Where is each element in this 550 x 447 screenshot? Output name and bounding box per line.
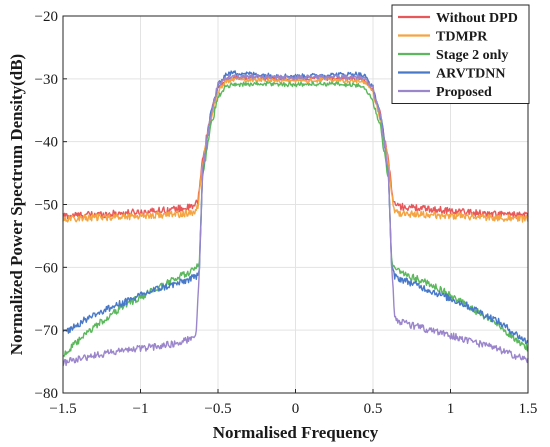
x-tick-label: −0.5 [204,401,231,417]
series-line-4 [62,70,529,345]
series-line-3 [62,81,529,357]
series-line-2 [62,77,529,223]
legend-entry-label: Without DPD [436,11,518,26]
legend-entry-label: Proposed [436,85,492,100]
x-tick-label: −1.5 [49,401,76,417]
y-tick-label: −40 [35,135,58,151]
series-line-5 [62,73,529,367]
series-lines [62,70,529,367]
y-tick-label: −30 [35,72,58,88]
legend-entry-label: Stage 2 only [436,48,508,63]
x-tick-label: −1 [133,401,149,417]
x-tick-label: 0 [292,401,300,417]
legend-entry-label: ARVTDNN [436,67,506,82]
y-tick-label: −60 [35,260,58,276]
x-axis-ticks: −1.5 −1 −0.5 0 0.5 1 1.5 [49,389,537,417]
y-tick-label: −20 [35,9,58,25]
y-tick-label: −50 [35,198,58,214]
legend-entry-label: TDMPR [436,30,488,45]
y-axis-ticks: −80 −70 −60 −50 −40 −30 −20 [35,9,67,402]
x-tick-label: 1 [447,401,455,417]
y-axis-label: Normalized Power Spectrum Density(dB) [7,54,26,355]
legend: Without DPD TDMPR Stage 2 only ARVTDNN Propo… [391,4,530,104]
x-tick-label: 1.5 [519,401,538,417]
x-axis-label: Normalised Frequency [213,423,379,442]
y-tick-label: −80 [35,386,58,402]
x-tick-label: 0.5 [364,401,383,417]
y-tick-label: −70 [35,323,58,339]
